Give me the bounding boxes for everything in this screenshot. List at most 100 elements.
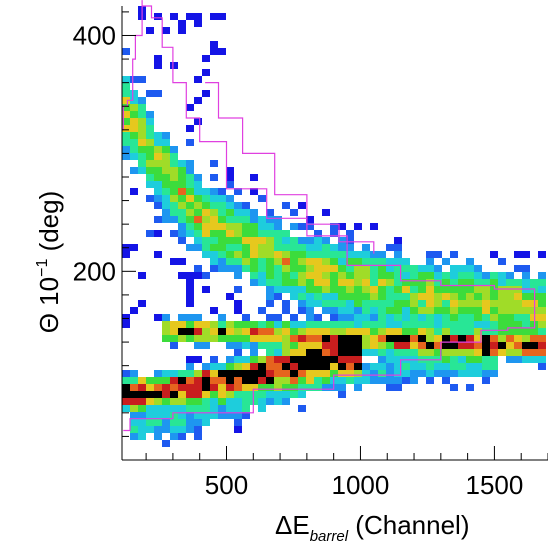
heatmap-cell [378, 363, 386, 370]
heatmap-cell [298, 405, 306, 412]
heatmap-cell [130, 412, 138, 419]
heatmap-cell [202, 55, 210, 62]
heatmap-cell [186, 335, 194, 342]
heatmap-cell [266, 321, 274, 328]
heatmap-cell [346, 251, 354, 258]
heatmap-cell [226, 237, 234, 244]
heatmap-cell [490, 363, 498, 370]
heatmap-cell [194, 244, 202, 251]
heatmap-cell [282, 349, 290, 356]
heatmap-cell [434, 363, 442, 370]
heatmap-cell [234, 188, 242, 195]
heatmap-cell [314, 237, 322, 244]
heatmap-cell [466, 272, 474, 279]
heatmap-cell [346, 230, 354, 237]
heatmap-cell [370, 328, 378, 335]
heatmap-cell [450, 342, 458, 349]
heatmap-cell [402, 286, 410, 293]
heatmap-cell [282, 335, 290, 342]
heatmap-cell [354, 321, 362, 328]
heatmap-cell [290, 363, 298, 370]
heatmap-cell [434, 307, 442, 314]
heatmap-cell [122, 377, 130, 384]
heatmap-cell [458, 314, 466, 321]
heatmap-cell [322, 363, 330, 370]
heatmap-cell [162, 181, 170, 188]
heatmap-cell [434, 314, 442, 321]
heatmap-cell [210, 237, 218, 244]
heatmap-cell [362, 251, 370, 258]
heatmap-cell [234, 370, 242, 377]
heatmap-cell [242, 335, 250, 342]
heatmap-cell [450, 335, 458, 342]
heatmap-cell [418, 265, 426, 272]
heatmap-cell [178, 335, 186, 342]
heatmap-cell [474, 321, 482, 328]
heatmap-cell [202, 230, 210, 237]
heatmap-cell [122, 139, 130, 146]
heatmap-cell [202, 69, 210, 76]
heatmap-cell [434, 349, 442, 356]
heatmap-cell [170, 174, 178, 181]
heatmap-cell [266, 209, 274, 216]
heatmap-cell [266, 349, 274, 356]
heatmap-cell [426, 377, 434, 384]
heatmap-cell [162, 202, 170, 209]
heatmap-cell [522, 300, 530, 307]
heatmap-cell [162, 216, 170, 223]
heatmap-cell [482, 293, 490, 300]
heatmap-cell [130, 111, 138, 118]
heatmap-cell [122, 104, 130, 111]
heatmap-cell [162, 370, 170, 377]
y-axis-title-unit: (deg) [34, 191, 64, 259]
cut-contour-line [122, 0, 536, 432]
cut-contours [122, 0, 536, 432]
heatmap-cell [394, 342, 402, 349]
heatmap-cell [290, 342, 298, 349]
heatmap-cell [426, 279, 434, 286]
heatmap-cell [274, 363, 282, 370]
heatmap-cell [178, 314, 186, 321]
heatmap-cell [194, 237, 202, 244]
heatmap-cell [306, 363, 314, 370]
heatmap-cell [458, 286, 466, 293]
heatmap-cell [322, 251, 330, 258]
heatmap-cell [154, 370, 162, 377]
heatmap-cell [234, 216, 242, 223]
heatmap-cell [170, 188, 178, 195]
heatmap-cell [218, 314, 226, 321]
heatmap-cell [514, 335, 522, 342]
heatmap-cell [202, 90, 210, 97]
heatmap-cell [362, 377, 370, 384]
heatmap-cell [170, 321, 178, 328]
heatmap-cell [458, 328, 466, 335]
heatmap-cell [370, 307, 378, 314]
heatmap-cell [138, 398, 146, 405]
heatmap-cell [410, 370, 418, 377]
heatmap-cell [386, 321, 394, 328]
heatmap-cell [146, 419, 154, 426]
heatmap-cell [226, 244, 234, 251]
heatmap-cell [530, 335, 538, 342]
heatmap-cell [170, 405, 178, 412]
heatmap-cell [370, 279, 378, 286]
heatmap-cell [146, 146, 154, 153]
heatmap-cell [346, 314, 354, 321]
heatmap-cell [418, 293, 426, 300]
heatmap-cell [458, 342, 466, 349]
heatmap-cell [146, 426, 154, 433]
heatmap-cell [210, 328, 218, 335]
heatmap-cell [490, 293, 498, 300]
heatmap-cell [210, 363, 218, 370]
heatmap-cell [290, 209, 298, 216]
heatmap-cell [290, 356, 298, 363]
heatmap-cell [354, 370, 362, 377]
heatmap-cell [186, 356, 194, 363]
heatmap-cell [522, 335, 530, 342]
heatmap-cell [322, 279, 330, 286]
heatmap-cell [290, 279, 298, 286]
heatmap-cell [162, 188, 170, 195]
heatmap-cell [210, 405, 218, 412]
heatmap-cell [162, 412, 170, 419]
heatmap-cell [234, 202, 242, 209]
